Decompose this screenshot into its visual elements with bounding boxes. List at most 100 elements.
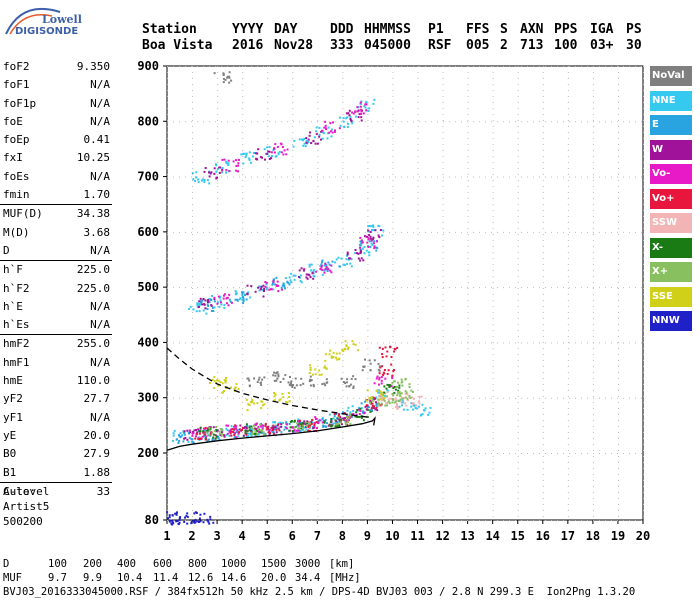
series-w-point xyxy=(305,273,308,276)
series-nne-point xyxy=(402,401,404,404)
grid-dot xyxy=(292,474,294,475)
grid-dot xyxy=(517,306,519,307)
grid-dot xyxy=(491,342,492,344)
grid-dot xyxy=(323,520,324,521)
grid-dot xyxy=(492,336,494,337)
grid-dot xyxy=(442,126,444,127)
grid-dot xyxy=(417,456,419,457)
grid-dot xyxy=(567,288,569,289)
grid-dot xyxy=(521,231,522,233)
grid-dot xyxy=(515,176,516,178)
polarization-legend: NoVal NNE E W Vo- Vo+ SSW X- X+ SSE NNW xyxy=(650,66,692,336)
grid-dot xyxy=(641,453,642,454)
grid-dot xyxy=(567,480,569,481)
grid-dot xyxy=(292,168,294,169)
grid-dot xyxy=(417,318,419,319)
series-x-point xyxy=(339,418,341,421)
grid-dot xyxy=(395,231,396,233)
grid-dot xyxy=(242,222,244,223)
series-x-point xyxy=(214,437,217,440)
grid-dot xyxy=(367,348,369,349)
grid-dot xyxy=(539,397,540,399)
grid-dot xyxy=(317,384,319,385)
grid-dot xyxy=(335,231,336,233)
grid-dot xyxy=(479,397,480,399)
grid-dot xyxy=(242,324,244,325)
series-e-point xyxy=(336,421,339,423)
grid-dot xyxy=(467,306,469,307)
grid-dot xyxy=(192,264,194,265)
series-noval-point xyxy=(256,381,259,383)
grid-dot xyxy=(492,120,494,121)
grid-dot xyxy=(492,228,494,229)
series-ssw-point xyxy=(395,402,398,405)
series-x-point xyxy=(397,389,400,392)
grid-dot xyxy=(623,66,624,67)
series-vo-point xyxy=(204,426,207,429)
series-vo-point xyxy=(230,428,233,431)
grid-dot xyxy=(442,336,444,337)
grid-dot xyxy=(567,342,569,343)
grid-dot xyxy=(521,287,522,289)
series-vo-point xyxy=(383,369,386,371)
grid-dot xyxy=(542,414,544,415)
grid-dot xyxy=(292,102,294,103)
grid-dot xyxy=(492,276,494,277)
series-w-point xyxy=(204,299,207,302)
grid-dot xyxy=(617,192,619,193)
grid-dot xyxy=(442,276,444,277)
grid-dot xyxy=(342,210,344,211)
grid-dot xyxy=(192,168,194,169)
grid-dot xyxy=(643,318,644,319)
grid-dot xyxy=(517,144,519,145)
grid-dot xyxy=(317,150,319,151)
grid-dot xyxy=(419,231,420,233)
series-nne-point xyxy=(419,414,422,417)
series-sse-point xyxy=(324,353,327,356)
grid-dot xyxy=(317,504,319,505)
grid-dot xyxy=(467,498,469,499)
grid-dot xyxy=(292,162,294,163)
series-x-point xyxy=(204,437,207,440)
grid-dot xyxy=(167,372,168,373)
grid-dot xyxy=(167,144,168,145)
series-nne-point xyxy=(226,429,229,432)
grid-dot xyxy=(192,480,194,481)
grid-dot xyxy=(293,121,294,123)
grid-dot xyxy=(342,138,344,139)
grid-dot xyxy=(413,342,414,344)
series-vo-point xyxy=(318,419,321,422)
grid-dot xyxy=(417,312,419,313)
grid-dot xyxy=(417,330,419,331)
grid-dot xyxy=(239,287,240,289)
grid-dot xyxy=(317,480,319,481)
series-sse-point xyxy=(213,375,216,378)
grid-dot xyxy=(592,288,594,289)
grid-dot xyxy=(417,348,419,349)
grid-dot xyxy=(173,453,174,454)
series-w-point xyxy=(350,119,353,122)
grid-dot xyxy=(542,468,544,469)
series-w-point xyxy=(239,424,242,427)
series-vo-point xyxy=(307,429,310,432)
grid-dot xyxy=(413,520,414,521)
grid-dot xyxy=(167,378,168,379)
series-w-point xyxy=(216,429,219,432)
series-w-point xyxy=(267,425,270,428)
grid-dot xyxy=(467,240,469,241)
series-x-point xyxy=(383,391,386,394)
series-e-point xyxy=(376,405,379,408)
series-w-point xyxy=(305,141,308,144)
grid-dot xyxy=(569,176,570,178)
hdr-s: S xyxy=(500,22,508,37)
grid-dot xyxy=(167,336,168,337)
grid-dot xyxy=(342,324,344,325)
series-e-point xyxy=(317,419,320,422)
grid-dot xyxy=(233,121,234,123)
grid-dot xyxy=(617,444,619,445)
series-e-point xyxy=(286,280,289,283)
grid-dot xyxy=(267,300,269,301)
grid-dot xyxy=(467,78,469,79)
grid-dot xyxy=(192,366,194,367)
grid-dot xyxy=(545,287,546,289)
